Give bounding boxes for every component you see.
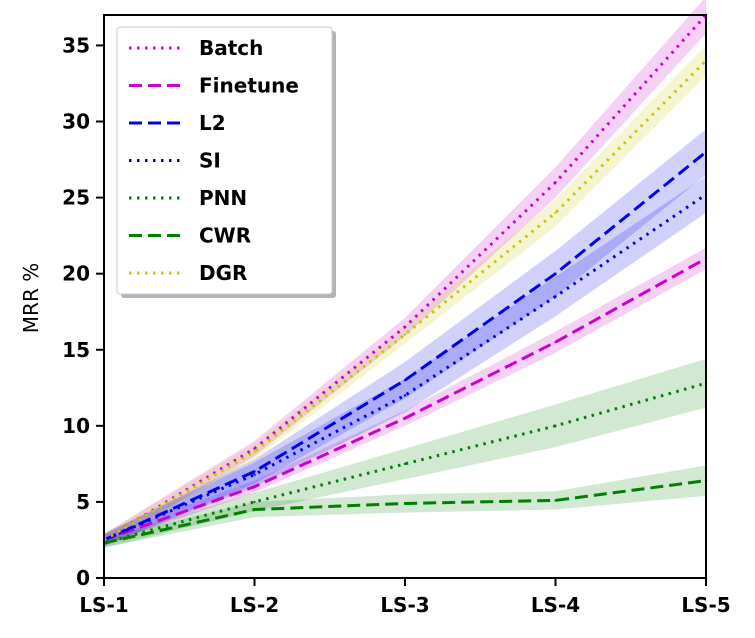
point-cwr-ls-4 (554, 499, 557, 502)
point-batch-ls-4 (554, 181, 557, 184)
legend-label-cwr: CWR (199, 224, 251, 248)
y-axis-label: MRR % (19, 263, 43, 333)
y-tick-label: 5 (76, 490, 90, 514)
axes: 0 5 10 15 20 25 30 35 LS-1 LS-2 LS-3 LS-4 LS-5 (62, 14, 731, 617)
x-tick-label: LS-4 (531, 593, 580, 617)
legend-label-dgr: DGR (199, 261, 247, 285)
y-tick-label: 25 (62, 186, 90, 210)
legend-label-l2: L2 (199, 111, 226, 135)
point-pnn-ls-2 (253, 500, 256, 504)
y-tick-label: 15 (62, 338, 90, 362)
point-l2-ls-3 (403, 378, 407, 382)
point-cwr-ls-3 (403, 502, 407, 505)
x-tick-label: LS-2 (230, 593, 279, 617)
x-tick-label: LS-5 (681, 593, 730, 617)
legend: Batch Finetune L2 SI PNN CWR DGR (116, 26, 336, 298)
y-tick-label: 30 (62, 110, 90, 134)
band-si (104, 176, 706, 547)
legend-label-batch: Batch (199, 36, 263, 60)
y-tick-label: 10 (62, 414, 90, 438)
band-l2 (104, 129, 706, 547)
series-line-pnn (103, 381, 707, 545)
legend-label-si: SI (199, 149, 221, 173)
band-pnn (104, 358, 706, 548)
legend-label-finetune: Finetune (199, 74, 299, 98)
x-tick-label: LS-1 (79, 593, 128, 617)
legend-box (116, 26, 333, 295)
y-tick-label: 20 (62, 262, 90, 286)
legend-label-pnn: PNN (199, 186, 247, 210)
point-batch-ls-2 (253, 447, 256, 450)
series-lines (102, 13, 708, 545)
point-finetune-ls-3 (403, 417, 407, 420)
y-tick-label: 0 (76, 566, 90, 590)
series-line-l2 (103, 150, 707, 542)
point-dgr-ls-4 (554, 211, 557, 215)
point-pnn-ls-3 (403, 462, 407, 466)
point-si-ls-4 (554, 295, 557, 298)
point-l2-ls-2 (253, 470, 256, 473)
point-cwr-ls-2 (253, 508, 256, 511)
point-batch-ls-3 (403, 325, 407, 329)
point-finetune-ls-4 (554, 340, 557, 344)
y-tick-label: 35 (62, 33, 90, 57)
point-dgr-ls-3 (403, 333, 407, 336)
point-si-ls-2 (253, 473, 256, 476)
x-tick-label: LS-3 (380, 593, 429, 617)
point-dgr-ls-2 (253, 450, 256, 453)
point-l2-ls-4 (554, 272, 557, 275)
band-cwr (104, 465, 706, 548)
point-finetune-ls-2 (253, 485, 256, 488)
point-si-ls-3 (403, 394, 407, 397)
point-pnn-ls-4 (554, 424, 557, 428)
